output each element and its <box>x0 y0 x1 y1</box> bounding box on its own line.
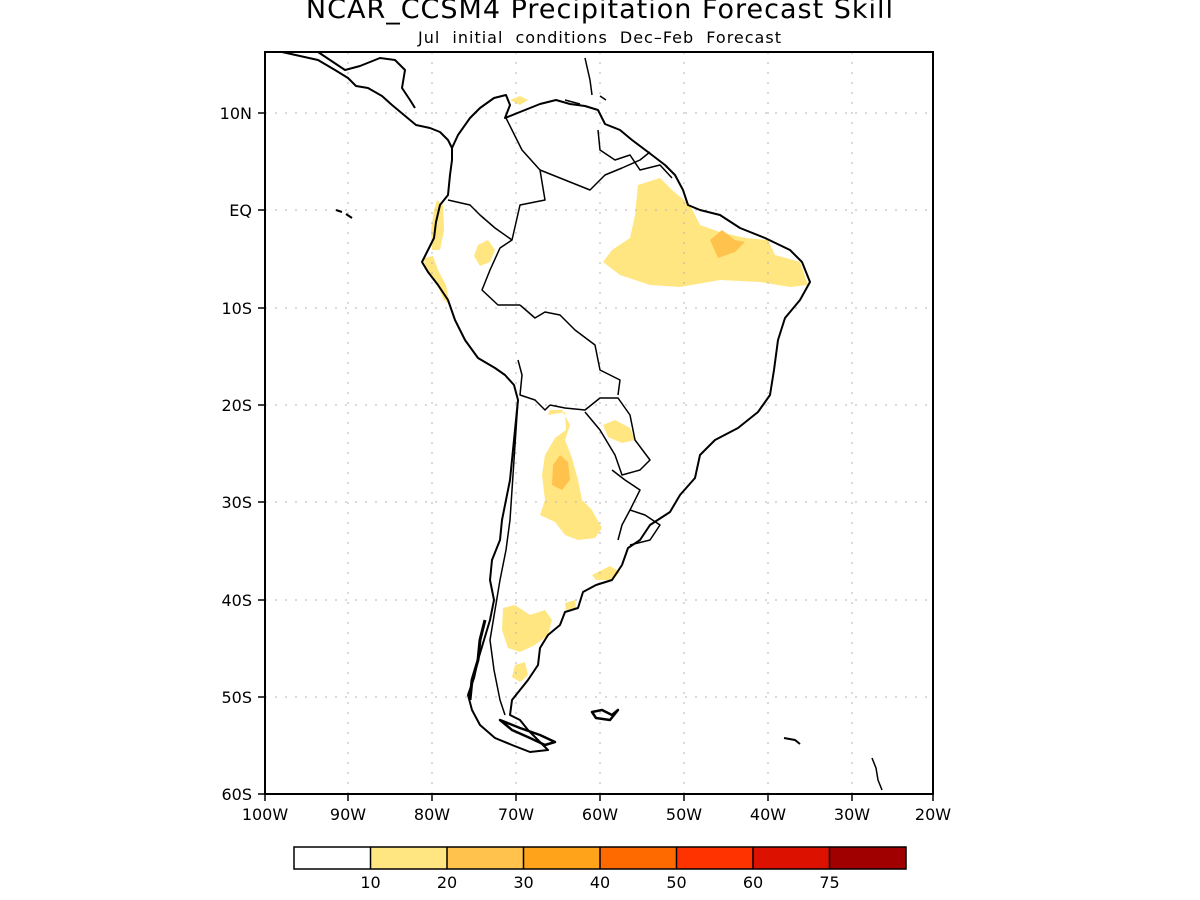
island-galapagos <box>335 209 353 219</box>
skill-region-amazon-mouth <box>710 230 745 258</box>
colorbar-label: 75 <box>819 873 839 892</box>
lon-tick-label: 80W <box>414 805 450 824</box>
island-caribbean <box>564 57 607 105</box>
border-argentina-uruguay <box>611 469 641 541</box>
colorbar-bin <box>676 847 753 869</box>
border-uruguay <box>629 509 661 546</box>
skill-region-ne-brazil <box>603 178 808 287</box>
skill-region-ecuador <box>431 200 444 250</box>
border-chile-bolivia <box>517 359 551 411</box>
colorbar: 10 20 30 40 50 60 75 <box>293 846 907 892</box>
coastline-south-america <box>421 94 811 753</box>
skill-region-chaco <box>540 410 602 540</box>
skill-region-bahia-blanca <box>565 600 576 610</box>
border-brazil-west <box>539 151 651 191</box>
colorbar-bin <box>447 847 524 869</box>
colorbar-bin <box>753 847 830 869</box>
lat-tick-label: 50S <box>221 688 252 707</box>
skill-region-chaco-core <box>552 455 570 490</box>
coastline-central-america <box>281 51 453 149</box>
lat-tick-labels: 10N EQ 10S 20S 30S 40S 50S 60S <box>220 104 252 804</box>
lon-tick-label: 60W <box>582 805 618 824</box>
colorbar-label: 50 <box>666 873 686 892</box>
island-south-georgia <box>783 737 801 745</box>
map-subtitle: Jul initial conditions Dec–Feb Forecast <box>418 28 782 47</box>
lat-tick-label: 40S <box>221 591 252 610</box>
coastlines <box>281 51 883 791</box>
lat-tick-label: 10S <box>221 299 252 318</box>
colorbar-bin <box>294 847 371 869</box>
plot-frame <box>264 51 934 795</box>
colorbar-label: 10 <box>360 873 380 892</box>
skill-region-buenos-aires <box>592 566 620 580</box>
grid-lines <box>265 52 933 794</box>
island-falklands <box>590 708 620 722</box>
lon-tick-label: 70W <box>498 805 534 824</box>
lon-tick-label: 100W <box>242 805 289 824</box>
colorbar-label: 60 <box>743 873 763 892</box>
colorbar-label: 30 <box>513 873 533 892</box>
colorbar-bin <box>523 847 600 869</box>
lat-tick-label: 60S <box>221 785 252 804</box>
lon-tick-label: 40W <box>750 805 786 824</box>
skill-region-caribbean <box>510 96 528 105</box>
colorbar-bin <box>600 847 677 869</box>
lat-tick-label: EQ <box>229 201 252 220</box>
colorbar-label: 20 <box>437 873 457 892</box>
skill-region-central-patagonia <box>512 662 528 682</box>
lon-tick-label: 90W <box>330 805 366 824</box>
island-tierra-del-fuego <box>498 718 557 747</box>
border-colombia-venezuela <box>481 117 546 306</box>
colorbar-bin <box>829 847 906 869</box>
border-argentina-chile <box>489 399 519 716</box>
island-chiloe <box>468 619 487 701</box>
colorbar-label: 40 <box>590 873 610 892</box>
border-guianas <box>597 129 673 179</box>
skill-region-paraguay <box>603 420 635 443</box>
border-ecuador-peru <box>447 199 513 241</box>
lon-tick-label: 30W <box>834 805 870 824</box>
lon-tick-label: 50W <box>666 805 702 824</box>
lon-tick-labels: 100W 90W 80W 70W 60W 50W 40W 30W 20W <box>242 805 951 824</box>
lat-tick-label: 10N <box>220 104 252 123</box>
lat-tick-label: 20S <box>221 396 252 415</box>
border-peru-bolivia-brazil <box>519 304 621 396</box>
lon-tick-label: 20W <box>915 805 951 824</box>
coastline-central-america-north <box>317 51 416 109</box>
skill-region-patagonia <box>502 605 552 652</box>
border-bolivia-paraguay <box>549 397 651 476</box>
skill-region-north-peru <box>474 240 495 266</box>
island-sandwich <box>871 757 883 791</box>
tick-marks <box>258 112 934 801</box>
skill-shading <box>424 96 808 682</box>
lat-tick-label: 30S <box>221 493 252 512</box>
map-title: NCAR_CCSM4 Precipitation Forecast Skill <box>305 0 895 25</box>
colorbar-bin <box>370 847 447 869</box>
